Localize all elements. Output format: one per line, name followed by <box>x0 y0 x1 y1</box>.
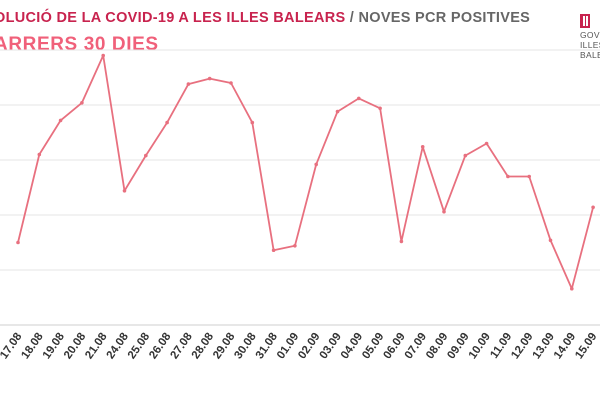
x-tick-label: 06.09 <box>382 331 408 361</box>
data-point <box>271 248 276 252</box>
data-point <box>186 82 191 86</box>
x-tick-label: 27.08 <box>169 330 196 361</box>
x-tick-label: 19.08 <box>41 330 68 361</box>
data-point <box>420 145 425 149</box>
data-point <box>484 141 489 146</box>
x-tick-label: 26.08 <box>147 330 174 361</box>
data-point <box>527 174 531 179</box>
data-point <box>378 106 382 111</box>
logo-line-3: BALE <box>580 50 600 60</box>
data-point <box>207 76 212 81</box>
data-point <box>442 209 446 214</box>
data-point <box>37 152 42 157</box>
x-tick-label: 05.09 <box>360 331 386 361</box>
x-tick-label: 13.09 <box>531 331 557 361</box>
x-tick-label: 01.09 <box>275 331 301 361</box>
data-point <box>122 189 127 193</box>
title-separator: / <box>345 10 359 26</box>
logo-line-1: GOVE <box>580 30 600 40</box>
x-tick-label: 18.08 <box>19 330 46 361</box>
data-point <box>80 101 84 105</box>
data-point <box>399 239 404 244</box>
data-point <box>314 162 319 167</box>
x-tick-label: 02.09 <box>296 331 322 361</box>
title-sub: NOVES PCR POSITIVES <box>358 10 531 26</box>
data-point <box>548 238 553 243</box>
title-main: OLUCIÓ DE LA COVID-19 A LES ILLES BALEAR… <box>0 10 346 26</box>
data-point <box>506 174 510 179</box>
x-tick-label: 10.09 <box>467 331 493 361</box>
data-point <box>335 109 340 114</box>
x-tick-label: 12.09 <box>509 331 535 361</box>
x-tick-label: 03.09 <box>318 331 344 361</box>
data-point <box>463 153 468 158</box>
x-tick-label: 20.08 <box>62 330 89 361</box>
data-point <box>165 120 169 125</box>
x-tick-label: 29.08 <box>211 330 238 361</box>
x-tick-label: 09.09 <box>445 331 471 361</box>
data-point <box>250 120 255 125</box>
x-tick-label: 15.09 <box>573 331 599 361</box>
x-tick-label: 14.09 <box>552 331 578 361</box>
data-point <box>570 286 574 291</box>
x-tick-label: 04.09 <box>339 331 365 361</box>
x-tick-label: 31.08 <box>254 330 281 361</box>
series-line <box>17 54 594 290</box>
chart-title: OLUCIÓ DE LA COVID-19 A LES ILLES BALEAR… <box>0 10 530 26</box>
data-point <box>58 118 63 123</box>
govern-logo: GOVE ILLES BALE <box>568 14 600 64</box>
govern-logo-text: GOVE ILLES BALE <box>580 30 600 60</box>
govern-emblem-icon <box>580 14 590 28</box>
data-point <box>357 96 361 101</box>
x-tick-label: 08.09 <box>424 331 450 361</box>
data-point <box>101 53 105 58</box>
x-tick-label: 21.08 <box>83 330 110 361</box>
data-point <box>16 240 20 245</box>
x-tick-label: 25.08 <box>126 330 153 361</box>
data-point <box>293 244 297 248</box>
logo-line-2: ILLES <box>580 40 600 50</box>
x-tick-label: 07.09 <box>403 331 429 361</box>
data-point <box>144 153 148 158</box>
x-tick-label: 30.08 <box>232 330 259 361</box>
data-point <box>229 81 233 85</box>
x-tick-label: 24.08 <box>105 330 132 361</box>
data-point <box>591 205 595 210</box>
x-tick-label: 28.08 <box>190 330 217 361</box>
